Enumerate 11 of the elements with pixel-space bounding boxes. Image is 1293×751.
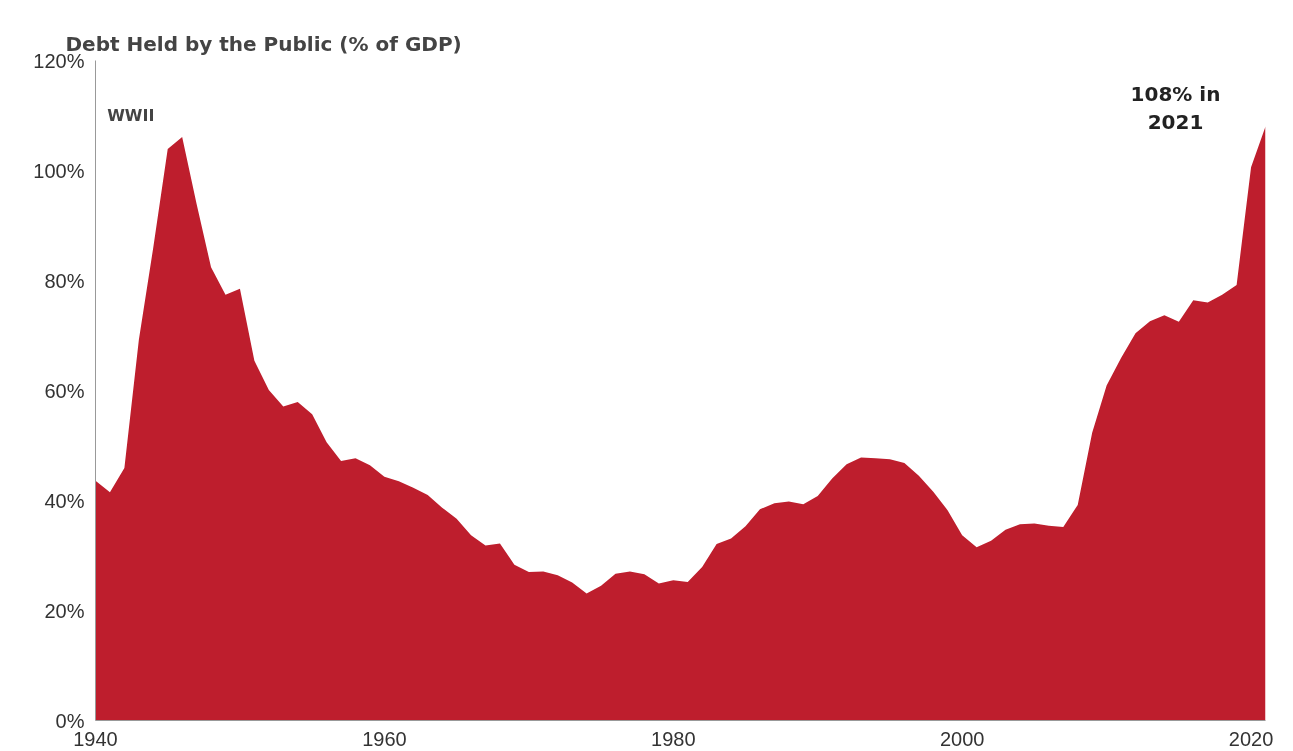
x-tick-label: 1960 [362,727,407,750]
x-tick-label: 1980 [651,727,696,750]
x-tick-label: 2000 [939,727,985,750]
annotation: 108% in 2021 [1130,81,1221,135]
y-tick-label: 20% [44,599,85,622]
y-tick-label: 60% [44,379,85,402]
annotation: WWII [107,105,155,125]
x-tick-label: 2020 [1228,727,1274,750]
y-tick-label: 80% [44,269,85,292]
y-tick-label: 40% [44,489,85,512]
y-tick-label: 100% [33,159,85,182]
